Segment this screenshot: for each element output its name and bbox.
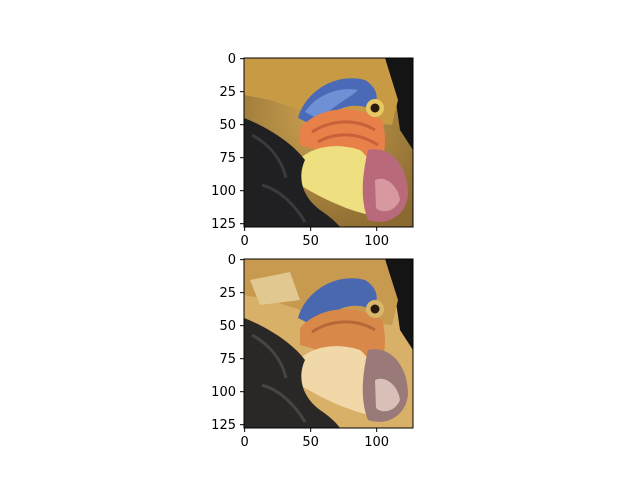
x-tick-label: 100 xyxy=(364,234,389,249)
y-tick-label: 75 xyxy=(219,151,236,166)
x-axis-original: 0 50 100 xyxy=(241,227,389,249)
y-tick-label: 75 xyxy=(219,352,236,367)
y-tick-label: 0 xyxy=(228,52,236,67)
y-axis-original: 0 25 50 75 100 125 xyxy=(211,52,244,232)
axes-frame-original xyxy=(243,57,414,228)
image-panel-compressed: 0 25 50 75 100 125 0 50 100 xyxy=(211,253,414,450)
y-axis-compressed: 0 25 50 75 100 125 xyxy=(211,253,244,433)
x-tick-label: 0 xyxy=(241,234,249,249)
y-tick-label: 100 xyxy=(211,385,236,400)
x-axis-compressed: 0 50 100 xyxy=(241,428,389,450)
y-tick-label: 50 xyxy=(219,319,236,334)
x-tick-label: 50 xyxy=(302,435,319,450)
y-tick-label: 125 xyxy=(211,418,236,433)
y-tick-label: 50 xyxy=(219,118,236,133)
y-tick-label: 25 xyxy=(219,286,236,301)
y-tick-label: 125 xyxy=(211,217,236,232)
hornbill-compressed-image xyxy=(244,259,413,428)
image-panel-original: 0 25 50 75 100 125 0 50 100 xyxy=(211,52,414,249)
y-tick-label: 25 xyxy=(219,85,236,100)
hornbill-original-image xyxy=(244,58,413,227)
x-tick-label: 0 xyxy=(241,435,249,450)
y-tick-label: 0 xyxy=(228,253,236,268)
x-tick-label: 50 xyxy=(302,234,319,249)
axes-frame-compressed xyxy=(243,258,414,429)
x-tick-label: 100 xyxy=(364,435,389,450)
y-tick-label: 100 xyxy=(211,184,236,199)
